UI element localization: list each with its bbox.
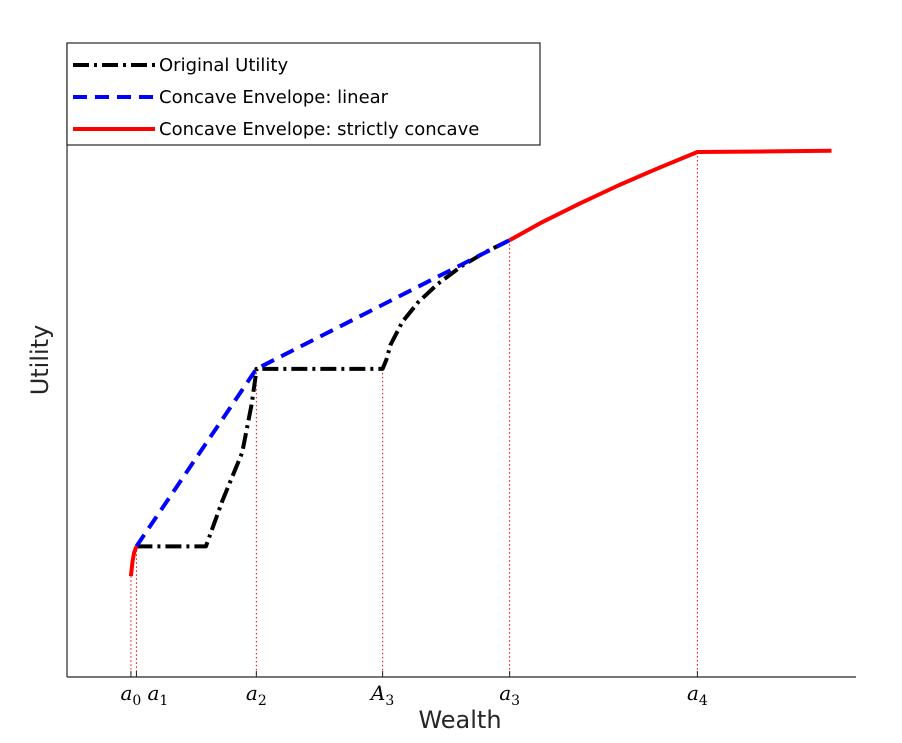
series-2-line-1: [134, 238, 511, 548]
series-1: [136, 238, 511, 549]
tick-label-a2: a2: [246, 681, 267, 709]
legend: Original Utility Concave Envelope: linear…: [66, 42, 541, 146]
series-layer: [128, 148, 832, 577]
tick-label-a3: a3: [499, 681, 520, 709]
axes: [66, 43, 856, 678]
legend-label-2: Concave Envelope: linear: [159, 87, 389, 108]
series-1-line-1: [136, 238, 511, 549]
y-axis-title: Utility: [26, 325, 54, 396]
series-2: [134, 238, 511, 548]
tick-label-a1: a1: [147, 681, 168, 709]
tick-label-a4: a4: [687, 681, 708, 709]
tick-label-A3: A3: [369, 681, 394, 709]
reference-lines: [130, 152, 698, 677]
legend-label-1: Original Utility: [159, 55, 288, 76]
x-axis-title: Wealth: [418, 706, 501, 734]
legend-label-3: Concave Envelope: strictly concave: [159, 119, 479, 140]
tick-label-a0: a0: [120, 681, 141, 709]
x-tick-labels: a0 a1 a2 A3 a3 a4: [120, 681, 707, 709]
series-3: [128, 148, 832, 577]
series-3-line-1: [128, 545, 139, 577]
series-3-line-2: [508, 148, 832, 242]
